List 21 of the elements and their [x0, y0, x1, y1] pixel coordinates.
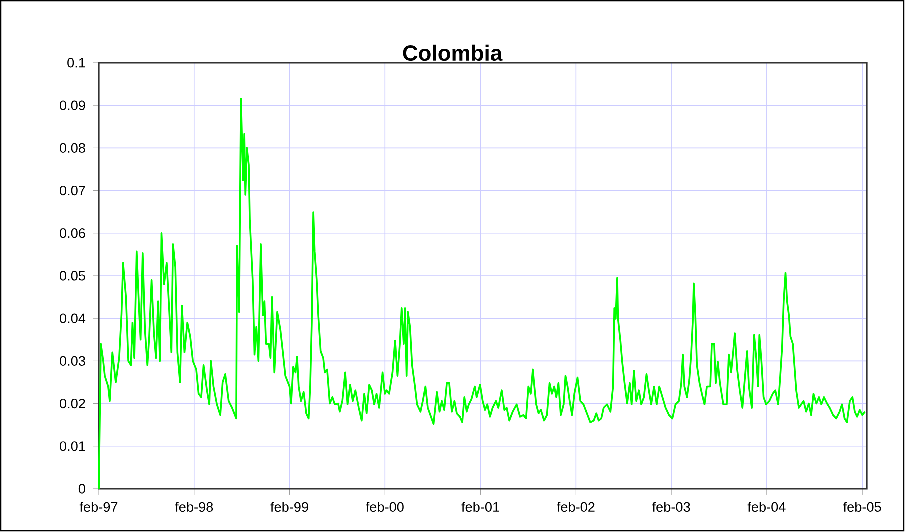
x-tick-label: feb-02	[557, 502, 595, 512]
y-tick-label: 0.04	[60, 314, 86, 324]
y-tick-label: 0	[78, 484, 86, 494]
chart-title: Colombia	[403, 44, 503, 62]
y-tick-label: 0.06	[60, 228, 86, 238]
x-tick-label: feb-99	[270, 502, 308, 512]
y-tick-label: 0.08	[60, 143, 86, 153]
y-tick-label: 0.07	[60, 186, 86, 196]
x-tick-label: feb-03	[652, 502, 690, 512]
x-tick-label: feb-04	[748, 502, 786, 512]
x-tick-label: feb-98	[175, 502, 214, 512]
y-tick-label: 0.03	[60, 356, 86, 366]
y-tick-label: 0.01	[60, 442, 86, 452]
y-tick-label: 0.09	[60, 100, 86, 110]
x-tick-label: feb-00	[366, 502, 404, 512]
y-tick-label: 0.1	[68, 58, 86, 68]
y-tick-label: 0.05	[60, 271, 86, 281]
x-tick-label: feb-01	[462, 502, 500, 512]
y-tick-label: 0.02	[60, 398, 86, 409]
x-tick-label: feb-97	[80, 502, 118, 512]
x-tick-label: feb-05	[843, 502, 882, 512]
